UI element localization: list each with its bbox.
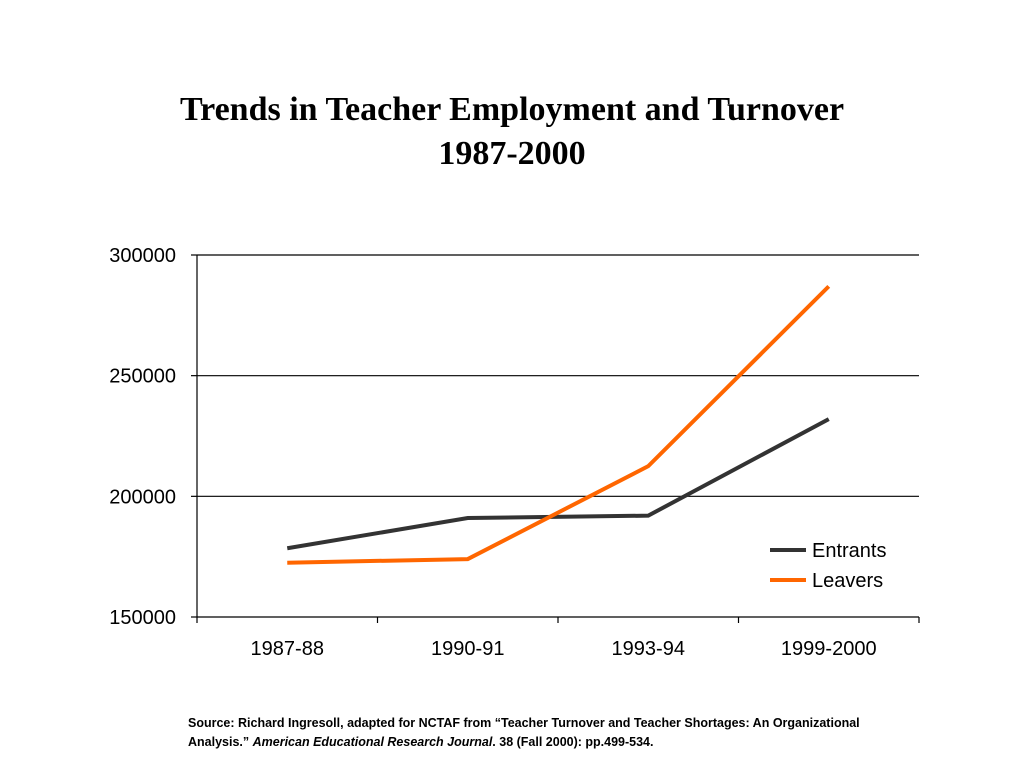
series-line-entrants xyxy=(286,417,830,551)
source-prefix: Source: Richard Ingresoll, adapted for N… xyxy=(188,716,860,749)
legend: Entrants Leavers xyxy=(770,540,886,592)
y-tick-label: 200000 xyxy=(109,486,176,508)
series-lines xyxy=(286,284,831,565)
x-tick-label: 1993-94 xyxy=(612,638,685,660)
legend-label-entrants: Entrants xyxy=(812,540,886,562)
source-suffix: . 38 (Fall 2000): pp.499-534. xyxy=(492,735,654,749)
source-journal: American Educational Research Journal xyxy=(252,735,493,749)
source-note: Source: Richard Ingresoll, adapted for N… xyxy=(188,714,888,752)
legend-label-leavers: Leavers xyxy=(812,570,883,592)
y-tick-label: 300000 xyxy=(109,245,176,267)
y-tick-label: 250000 xyxy=(109,366,176,388)
gridlines xyxy=(197,254,919,497)
x-tick-label: 1999-2000 xyxy=(781,638,877,660)
series-line-leavers xyxy=(287,284,831,565)
y-tick-label: 150000 xyxy=(109,607,176,629)
x-tick-label: 1987-88 xyxy=(251,638,324,660)
chart-title: Trends in Teacher Employment and Turnove… xyxy=(0,88,1024,176)
axes xyxy=(191,254,920,623)
x-tick-label: 1990-91 xyxy=(431,638,504,660)
x-tick-labels: 1987-88 1990-91 1993-94 1999-2000 xyxy=(251,638,877,660)
chart-title-line-1: Trends in Teacher Employment and Turnove… xyxy=(179,91,845,128)
chart-title-line-2: 1987-2000 xyxy=(438,135,586,172)
y-tick-labels: 150000 200000 250000 300000 xyxy=(109,245,176,629)
